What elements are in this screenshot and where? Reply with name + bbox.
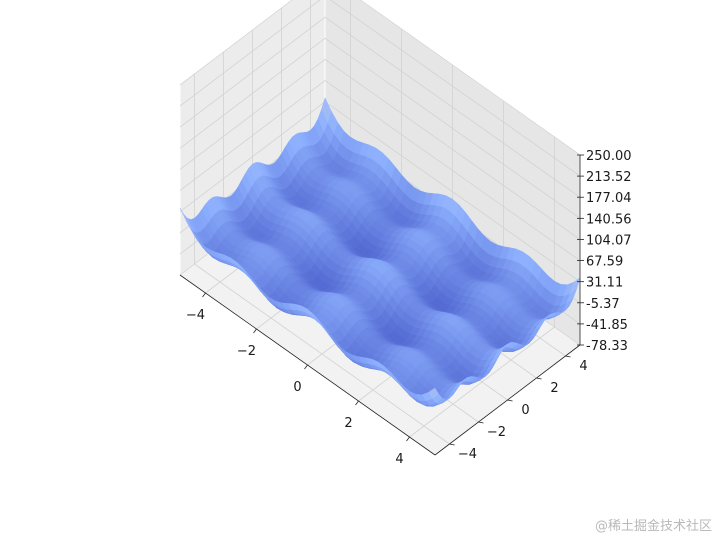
grid-line-z xyxy=(179,38,326,149)
z-tick-label: 250.00 xyxy=(586,149,632,164)
grid-line-z xyxy=(179,80,326,191)
z-tick-label: 104.07 xyxy=(586,233,632,248)
y-tick-label: −2 xyxy=(487,425,506,440)
z-tick-label: 31.11 xyxy=(586,276,623,291)
watermark: @稀土掘金技术社区 xyxy=(594,519,712,534)
grid-line-z xyxy=(324,16,581,198)
y-tick-label: −4 xyxy=(458,447,477,462)
z-tick-label: 67.59 xyxy=(586,255,623,270)
grid-line-z xyxy=(324,38,581,219)
x-tick-mark xyxy=(304,364,308,370)
grid-line-z xyxy=(329,0,581,177)
grid-line-z xyxy=(324,59,581,240)
x-tick-label: −2 xyxy=(237,344,256,359)
x-tick-label: 0 xyxy=(293,380,301,395)
z-axis: 250.00 213.52 177.04 140.56 104.07 67.59 31.11… xyxy=(577,149,632,354)
grid-line-z xyxy=(359,0,581,156)
y-tick-label: 0 xyxy=(521,403,529,418)
z-tick-label: 177.04 xyxy=(586,191,632,206)
y-tick-mark xyxy=(449,443,455,446)
x-axis: −4 −2 0 2 4 xyxy=(179,274,436,467)
grid-line-z xyxy=(179,16,326,128)
grid-line-z xyxy=(179,0,293,86)
y-tick-mark xyxy=(565,355,571,358)
grid-line-y xyxy=(194,263,450,445)
grid-line-z xyxy=(179,0,321,107)
surface-patch xyxy=(428,387,439,399)
grid-line-z xyxy=(324,80,581,261)
x-tick-mark xyxy=(202,292,206,298)
z-tick-label: -78.33 xyxy=(586,339,628,354)
y-tick-mark xyxy=(478,421,484,424)
x-tick-mark xyxy=(253,328,257,334)
y-tick-label: 4 xyxy=(579,359,587,374)
x-tick-label: −4 xyxy=(186,308,205,323)
x-tick-mark xyxy=(355,400,359,406)
x-tick-label: 2 xyxy=(344,416,352,431)
z-tick-label: -5.37 xyxy=(586,297,620,312)
z-tick-label: 213.52 xyxy=(586,170,632,185)
y-axis: −4 −2 0 2 4 xyxy=(434,344,588,462)
x-tick-mark xyxy=(406,436,410,442)
grid-line-z xyxy=(179,101,326,212)
y-tick-label: 2 xyxy=(550,381,558,396)
z-tick-label: 140.56 xyxy=(586,212,632,227)
surface xyxy=(179,97,581,407)
grid-line-z xyxy=(179,59,326,170)
grid-line-z xyxy=(324,101,581,282)
y-tick-mark xyxy=(536,377,542,380)
y-tick-mark xyxy=(507,399,513,402)
z-tick-label: -41.85 xyxy=(586,318,628,333)
x-tick-label: 4 xyxy=(395,452,403,467)
